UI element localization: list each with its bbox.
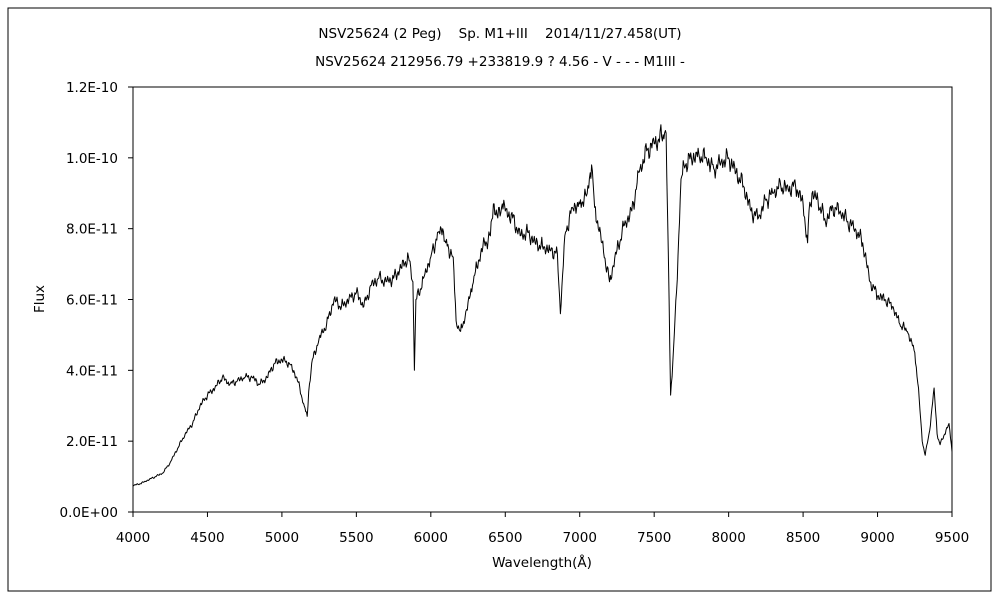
x-tick-label: 4500 — [190, 530, 224, 546]
chart-title: NSV25624 (2 Peg) Sp. M1+III 2014/11/27.4… — [318, 26, 681, 42]
series-layer — [132, 124, 953, 487]
y-axis-label: Flux — [32, 285, 48, 313]
y-axis: 0.0E+00 2.0E-11 4.0E-11 6.0E-11 8.0E-11 1.0E-… — [60, 80, 133, 521]
x-tick-label: 9500 — [935, 530, 969, 546]
y-tick-label: 1.0E-10 — [66, 151, 118, 167]
x-axis-label: Wavelength(Å) — [492, 554, 592, 571]
x-tick-label: 8500 — [786, 530, 820, 546]
x-axis: 4000 4500 5000 5500 6000 6500 7000 7500 8000 8500… — [116, 512, 969, 546]
x-tick-label: 5000 — [265, 530, 299, 546]
y-tick-label: 6.0E-11 — [66, 293, 118, 309]
chart-border — [7, 7, 992, 592]
y-tick-label: 2.0E-11 — [66, 434, 118, 450]
x-tick-label: 7500 — [637, 530, 671, 546]
x-tick-label: 6500 — [488, 530, 522, 546]
x-tick-label: 5500 — [339, 530, 373, 546]
x-tick-label: 7000 — [563, 530, 597, 546]
y-tick-label: 4.0E-11 — [66, 363, 118, 379]
y-tick-label: 1.2E-10 — [66, 80, 118, 96]
x-tick-label: 4000 — [116, 530, 150, 546]
y-tick-label: 0.0E+00 — [60, 505, 119, 521]
chart-subtitle: NSV25624 212956.79 +233819.9 ? 4.56 - V … — [315, 54, 685, 70]
x-tick-label: 9000 — [860, 530, 894, 546]
x-tick-label: 8000 — [711, 530, 745, 546]
spectrum-line — [132, 124, 953, 487]
y-tick-label: 8.0E-11 — [66, 222, 118, 238]
x-tick-label: 6000 — [414, 530, 448, 546]
